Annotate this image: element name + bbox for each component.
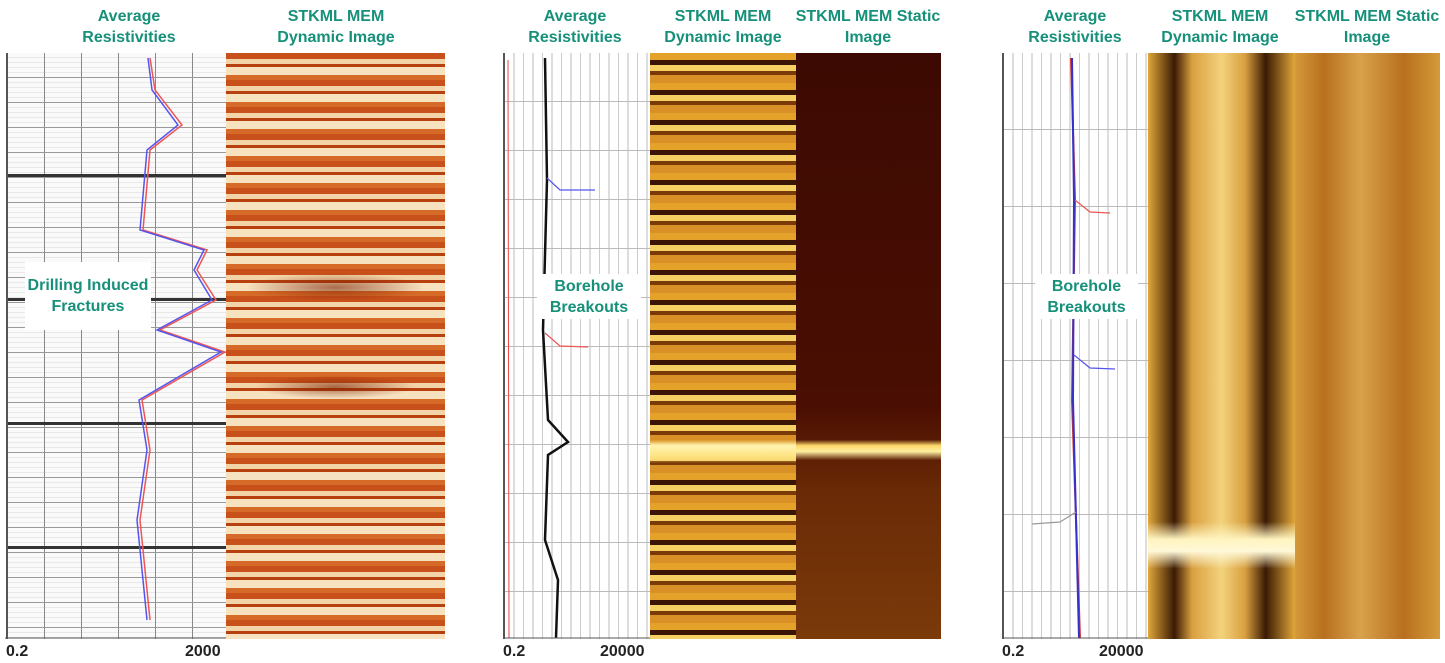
track-header: STKML MEM Static Image [1294, 8, 1440, 46]
resistivity-curve [136, 57, 223, 621]
resistivity-curve [1074, 199, 1111, 214]
scale-max: 2000 [185, 643, 221, 660]
scale-min: 0.2 [503, 643, 526, 660]
annotation: Borehole Breakouts [1035, 274, 1138, 319]
track-header: STKML MEM Static Image [795, 8, 941, 46]
track-header: Average Resistivities [82, 8, 176, 46]
resistivity-curve [139, 57, 227, 621]
dynamic-image [226, 53, 445, 639]
scale-max: 20000 [600, 643, 645, 660]
resistivity-track [503, 53, 652, 639]
dynamic-image [1148, 53, 1295, 639]
resistivity-curve [546, 177, 595, 191]
annotation: Drilling Induced Fractures [25, 262, 151, 330]
scale-max: 20000 [1099, 643, 1144, 660]
track-header: Average Resistivities [528, 8, 622, 46]
static-image [1295, 53, 1440, 639]
dynamic-image [650, 53, 796, 639]
resistivity-curve [1031, 511, 1077, 525]
resistivity-curve [544, 332, 589, 348]
resistivity-curve [1073, 354, 1116, 370]
track-header: Average Resistivities [1028, 8, 1122, 46]
track-header: STKML MEM Dynamic Image [664, 8, 782, 46]
scale-min: 0.2 [1002, 643, 1025, 660]
scale-min: 0.2 [6, 643, 29, 660]
static-image [796, 53, 941, 639]
resistivity-curve [541, 57, 570, 639]
resistivity-track [6, 53, 228, 639]
track-header: STKML MEM Dynamic Image [277, 8, 395, 46]
track-header: STKML MEM Dynamic Image [1161, 8, 1279, 46]
annotation: Borehole Breakouts [537, 274, 641, 319]
resistivity-curve [507, 59, 510, 639]
